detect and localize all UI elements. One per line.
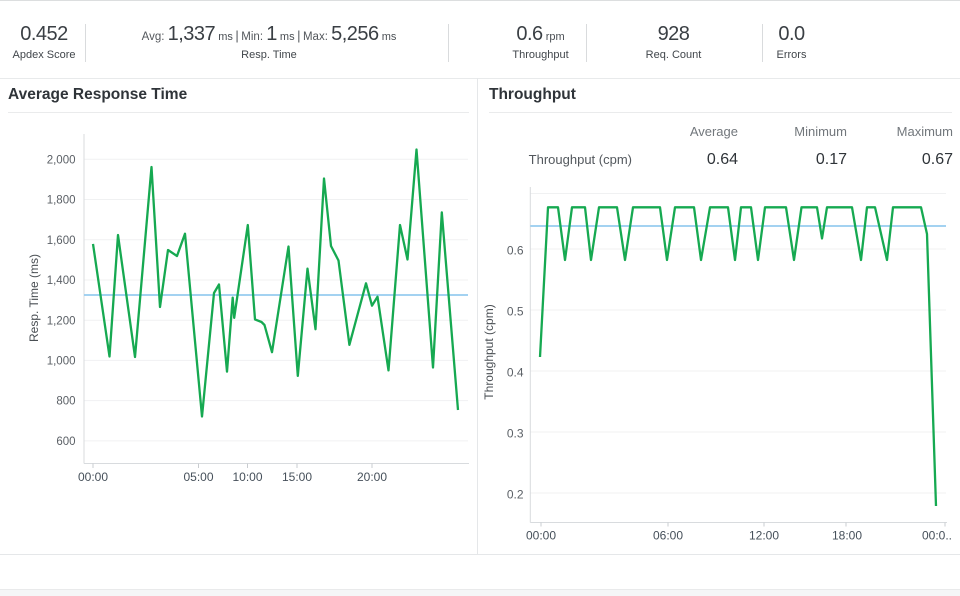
svg-text:1,800: 1,800 — [47, 195, 76, 207]
svg-text:00:0..: 00:0.. — [922, 529, 952, 543]
svg-text:1,200: 1,200 — [47, 315, 76, 327]
svg-text:05:00: 05:00 — [183, 470, 213, 484]
svg-text:10:00: 10:00 — [232, 470, 262, 484]
svg-text:Resp. Time (ms): Resp. Time (ms) — [27, 254, 41, 342]
svg-text:06:00: 06:00 — [653, 529, 683, 543]
svg-text:18:00: 18:00 — [832, 529, 862, 543]
svg-text:0.3: 0.3 — [507, 426, 524, 440]
svg-text:2,000: 2,000 — [47, 154, 76, 166]
svg-text:Throughput (cpm): Throughput (cpm) — [482, 304, 496, 399]
svg-text:600: 600 — [56, 436, 75, 448]
svg-text:1,400: 1,400 — [47, 275, 76, 287]
svg-text:0.5: 0.5 — [507, 304, 524, 318]
svg-text:20:00: 20:00 — [357, 470, 387, 484]
svg-text:0.2: 0.2 — [507, 487, 524, 501]
svg-text:00:00: 00:00 — [78, 470, 108, 484]
svg-text:0.4: 0.4 — [507, 365, 524, 379]
svg-text:15:00: 15:00 — [282, 470, 312, 484]
svg-text:0.6: 0.6 — [507, 243, 524, 257]
svg-text:1,000: 1,000 — [47, 356, 76, 368]
svg-text:00:00: 00:00 — [526, 529, 556, 543]
svg-text:800: 800 — [56, 396, 75, 408]
svg-text:1,600: 1,600 — [47, 235, 76, 247]
svg-text:12:00: 12:00 — [749, 529, 779, 543]
